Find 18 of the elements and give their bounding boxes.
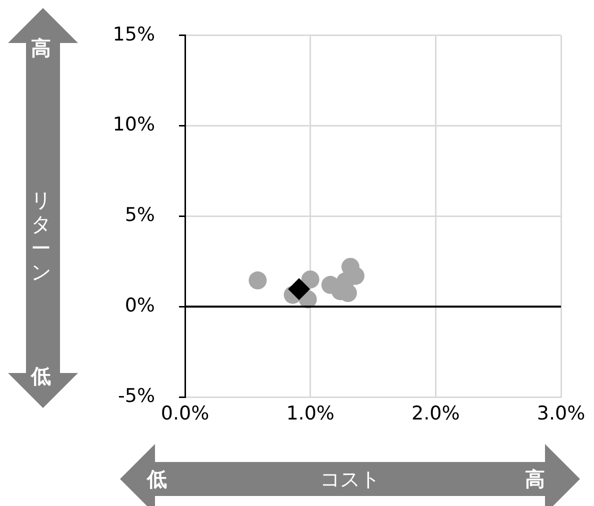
y-tick-label: 0% xyxy=(124,294,155,317)
x-tick-label: 0.0% xyxy=(160,402,210,424)
x-tick-label: 1.0% xyxy=(286,402,334,424)
y-tick-label: 15% xyxy=(112,23,155,46)
text: 高 xyxy=(525,467,545,491)
x-tick-label: 2.0% xyxy=(412,402,460,424)
point xyxy=(248,271,267,290)
y-tick-label: 5% xyxy=(124,204,155,226)
point xyxy=(301,270,320,288)
text: 低 xyxy=(31,364,51,388)
point xyxy=(288,278,310,300)
text: 高 xyxy=(31,36,51,60)
x-tick-label: 3.0% xyxy=(536,402,586,424)
y-axis-title: リターン xyxy=(30,188,52,284)
y-tick-label: 10% xyxy=(112,114,155,136)
y-tick-label: -5% xyxy=(118,384,155,407)
x-axis-title: コスト xyxy=(320,467,380,491)
text: 低 xyxy=(147,467,167,491)
